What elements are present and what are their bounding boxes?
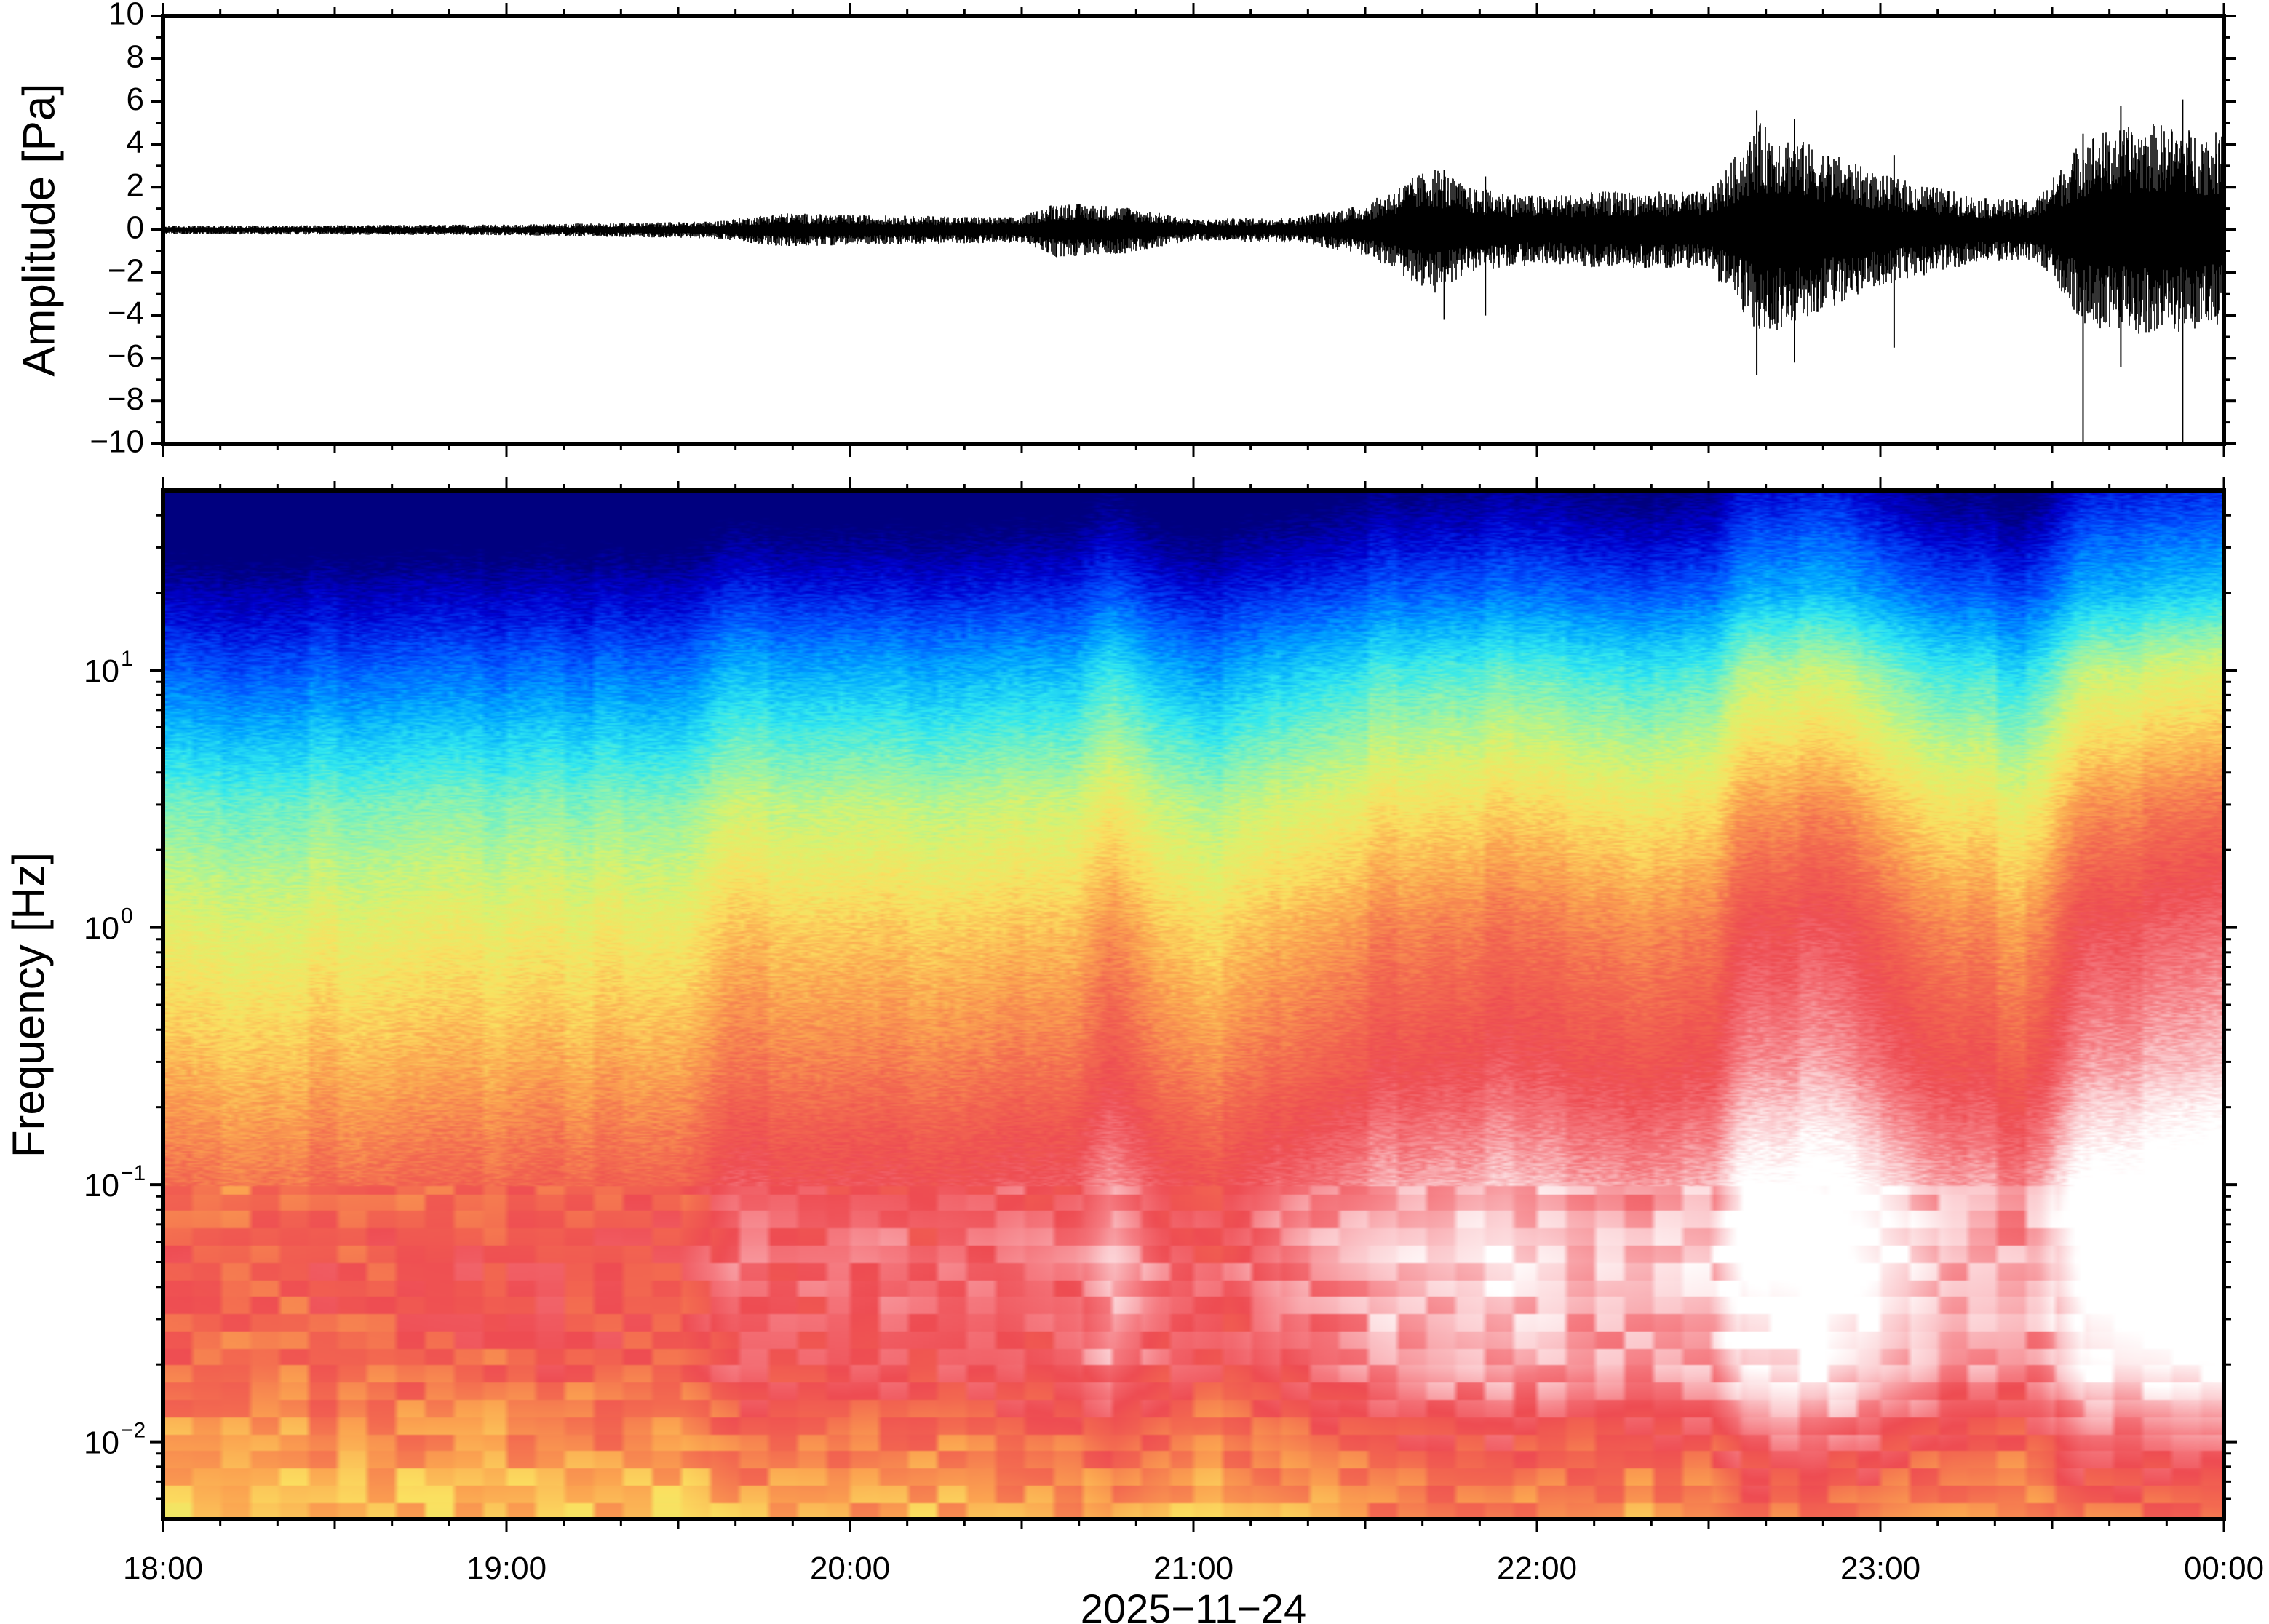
waveform-ytick-label: −2 — [108, 252, 144, 288]
spectrogram-xtick-label: 18:00 — [123, 1551, 203, 1586]
spectrogram-ytick-exponent: 0 — [121, 904, 133, 928]
waveform-ytick-label: 2 — [127, 167, 144, 203]
spectrogram-ytick-exponent: −1 — [121, 1161, 146, 1185]
spectrogram-heatmap — [163, 490, 2224, 1519]
waveform-ytick-label: 8 — [127, 39, 144, 74]
spectrogram-xtick-label: 23:00 — [1840, 1551, 1920, 1586]
spectrogram-ylabel: Frequency [Hz] — [4, 852, 54, 1158]
spectrogram-ytick-label: 10 — [84, 653, 119, 689]
waveform-ytick-label: −10 — [90, 424, 144, 460]
spectrogram-ytick-label: 10 — [84, 1425, 119, 1461]
spectrogram-xtick-label: 22:00 — [1497, 1551, 1577, 1586]
spectrogram-xlabel: 2025−11−24 — [1081, 1585, 1306, 1624]
spectrogram-ytick-exponent: 1 — [121, 647, 133, 671]
waveform-ytick-label: 10 — [108, 0, 144, 32]
spectrogram-frame — [161, 488, 2226, 1521]
waveform-ytick-label: 0 — [127, 210, 144, 246]
spectrogram-xtick-label: 20:00 — [810, 1551, 890, 1586]
spectrogram-xtick-label: 19:00 — [466, 1551, 547, 1586]
spectrogram-xtick-label: 21:00 — [1153, 1551, 1233, 1586]
spectrogram-ytick-exponent: −2 — [121, 1419, 146, 1443]
waveform-ylabel: Amplitude [Pa] — [14, 83, 64, 376]
spectrogram-xtick-label: 00:00 — [2184, 1551, 2264, 1586]
waveform-ytick-label: 6 — [127, 81, 144, 117]
waveform-ytick-label: −4 — [108, 295, 144, 331]
waveform-frame — [161, 14, 2226, 446]
spectrogram-ytick-label: 10 — [84, 911, 119, 947]
waveform-panel: 10 8 6 4 2 0 −2 −4 −6 −8 −10 Amplitude [Pa] — [14, 0, 2236, 460]
spectrogram-ytick-label: 10 — [84, 1168, 119, 1203]
waveform-ytick-label: 4 — [127, 124, 144, 160]
waveform-ytick-label: −6 — [108, 338, 144, 374]
waveform-ytick-label: −8 — [108, 381, 144, 417]
